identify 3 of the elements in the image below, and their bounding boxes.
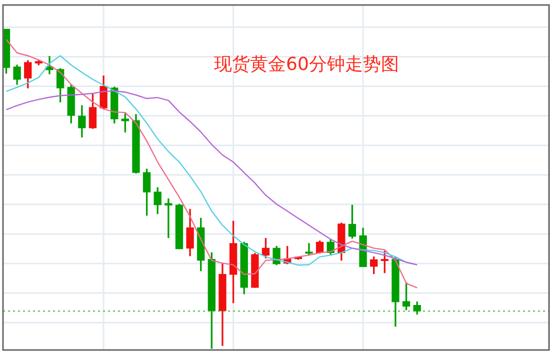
candlestick — [164, 198, 172, 238]
candlestick — [305, 243, 313, 256]
text: 现货黄金60分钟走势图 — [214, 53, 399, 76]
